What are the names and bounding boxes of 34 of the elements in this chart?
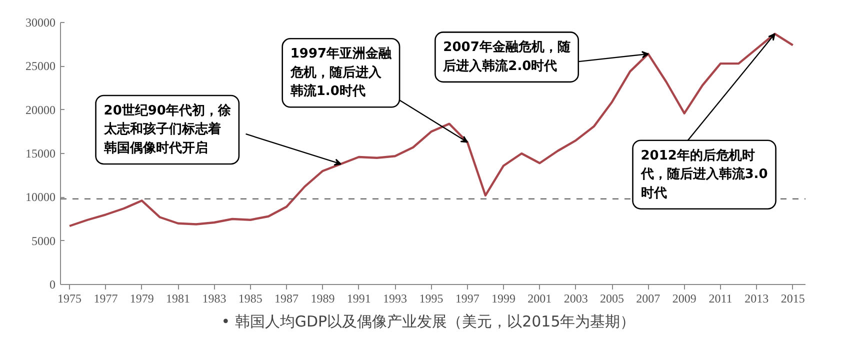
y-tick-label: 5000 <box>32 234 56 248</box>
annotation: 2007年金融危机，随后进入韩流2.0时代 <box>442 40 572 74</box>
x-tick-label: 2003 <box>564 292 588 306</box>
text: • 韩国人均GDP以及偶像产业发展（美元，以2015年为基期） <box>221 312 636 330</box>
y-tick-label: 0 <box>50 278 56 292</box>
y-tick-label: 30000 <box>26 16 56 30</box>
x-tick-label: 1989 <box>310 292 335 306</box>
y-tick-label: 10000 <box>26 190 56 204</box>
annotation: 1997年亚洲金融危机，随后进入韩流1.0时代 <box>289 46 393 100</box>
x-tick-label: 1979 <box>130 292 154 306</box>
x-tick-label: 1997 <box>455 292 480 306</box>
x-tick-label: 2013 <box>744 292 769 306</box>
x-tick-label: 1977 <box>94 292 118 306</box>
x-tick-label: 1999 <box>492 292 516 306</box>
x-tick-label: 1975 <box>58 292 82 306</box>
x-tick-label: 1987 <box>274 292 299 306</box>
x-tick-label: 2009 <box>672 292 696 306</box>
y-tick-label: 25000 <box>26 59 56 74</box>
x-tick-label: 1985 <box>238 292 262 306</box>
x-tick-label: 2007 <box>636 292 660 306</box>
x-tick-label: 1993 <box>383 292 408 306</box>
y-tick-label: 20000 <box>26 102 56 117</box>
x-tick-label: 2005 <box>600 292 624 306</box>
x-tick-label: 1991 <box>346 292 371 306</box>
x-tick-label: 1983 <box>202 292 226 306</box>
y-tick-label: 15000 <box>26 146 56 160</box>
x-tick-label: 2015 <box>780 292 805 306</box>
x-tick-label: 2011 <box>708 292 732 306</box>
x-tick-label: 1981 <box>166 292 190 306</box>
x-tick-label: 1995 <box>419 292 444 306</box>
annotation: 2012年的后危机时代，随后进入韩流3.0时代 <box>640 147 768 201</box>
annotation: 20世纪90年代初，徐太志和孩子们标志着韩国偶像时代开启 <box>102 102 232 156</box>
line-series <box>68 32 794 228</box>
x-tick-label: 2001 <box>528 292 552 306</box>
